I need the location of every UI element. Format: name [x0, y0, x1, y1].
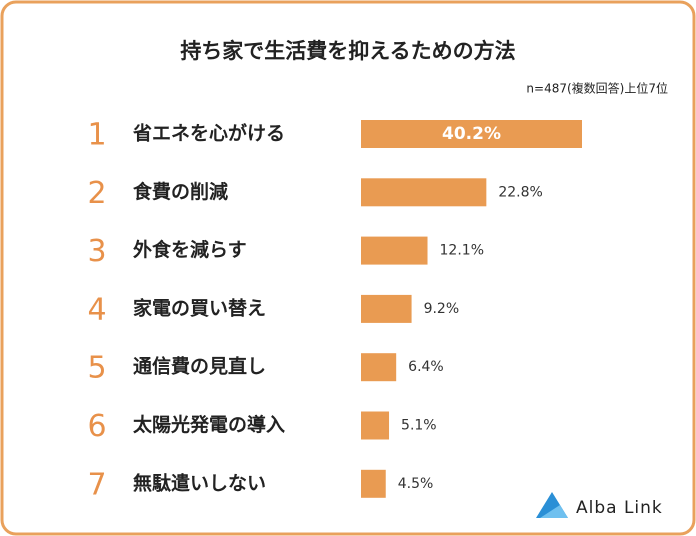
rank-number: 1	[87, 118, 106, 153]
rank-number: 2	[87, 176, 106, 211]
value-label: 5.1%	[401, 418, 437, 434]
rank-number: 7	[87, 467, 106, 502]
subtitle: n=487(複数回答)上位7位	[526, 81, 668, 96]
bar	[361, 353, 397, 382]
category-label: 食費の削減	[133, 180, 228, 203]
bar	[361, 469, 386, 498]
bar	[361, 411, 390, 440]
bar	[361, 294, 412, 323]
value-label: 12.1%	[440, 243, 484, 259]
category-label: 外食を減らす	[133, 238, 247, 261]
bar	[361, 178, 487, 207]
value-label: 6.4%	[408, 359, 444, 375]
value-label: 4.5%	[398, 476, 434, 492]
rank-number: 4	[87, 292, 106, 327]
value-label: 22.8%	[498, 184, 542, 200]
value-label: 9.2%	[424, 301, 460, 317]
rank-number: 6	[87, 409, 106, 444]
bar	[361, 236, 428, 265]
rank-number: 5	[87, 351, 106, 386]
rank-number: 3	[87, 234, 106, 269]
value-label: 40.2%	[442, 124, 501, 144]
bar	[361, 120, 582, 148]
category-label: 無駄遣いしない	[133, 471, 266, 494]
logo-text: Alba Link	[576, 498, 663, 518]
category-label: 家電の買い替え	[133, 296, 266, 319]
category-label: 通信費の見直し	[133, 355, 266, 378]
category-label: 太陽光発電の導入	[133, 413, 285, 436]
logo-icon	[540, 505, 568, 518]
logo: Alba Link	[536, 492, 663, 518]
chart-title: 持ち家で生活費を抑えるための方法	[180, 39, 515, 63]
category-label: 省エネを心がける	[132, 122, 285, 145]
